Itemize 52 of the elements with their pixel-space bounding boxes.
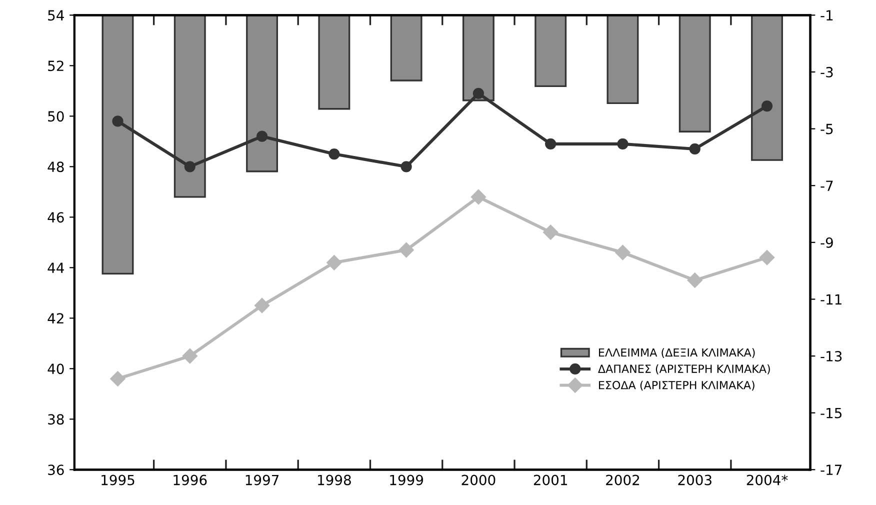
x-tick-label: 2000 [462, 474, 496, 486]
point [759, 250, 775, 266]
y-tick-label: 48 [48, 162, 64, 172]
point [398, 242, 414, 258]
x-tick-label: 2001 [534, 474, 567, 486]
point [687, 272, 702, 288]
point [545, 138, 556, 150]
legend-label: ΕΛΛΕΙΜΜΑ (ΔΕΞΙΑ ΚΛΙΜΑΚΑ) [599, 348, 755, 358]
x-tick-label: 1998 [318, 474, 351, 486]
point [256, 130, 268, 142]
y-tick-label: 38 [48, 414, 64, 425]
point [689, 143, 700, 155]
point [615, 244, 630, 260]
point [184, 161, 196, 172]
x-tick-label: 1999 [390, 474, 424, 486]
y-tick-label: 50 [48, 111, 64, 122]
y2-tick-label: -17 [820, 464, 842, 475]
point [400, 161, 412, 172]
point [761, 100, 773, 112]
x-tick-label: 2004* [746, 474, 788, 486]
y-tick-label: 54 [48, 10, 64, 21]
point [328, 148, 340, 160]
point [110, 371, 126, 386]
y-tick-label: 40 [48, 364, 64, 374]
x-tick-label: 2003 [678, 474, 712, 486]
point [472, 88, 484, 99]
y2-tick-label: -13 [820, 350, 842, 362]
y2-tick-label: -1 [820, 10, 833, 20]
x-tick-label: 1997 [246, 474, 279, 486]
point [182, 348, 198, 364]
y2-tick-label: -3 [820, 66, 833, 78]
y2-tick-label: -11 [820, 294, 842, 304]
y-tick-label: 52 [48, 60, 64, 72]
legend-label: ΔΑΠΑΝΕΣ (ΑΡΙΣΤΕΡΗ ΚΛΙΜΑΚΑ) [598, 364, 770, 374]
y-tick-label: 42 [48, 313, 64, 324]
point [326, 255, 342, 270]
y-tick-label: 46 [48, 212, 64, 223]
y2-tick-label: -5 [820, 124, 833, 134]
y-tick-label: 36 [48, 464, 64, 476]
x-tick-label: 1995 [102, 474, 134, 486]
point [543, 224, 558, 240]
y2-tick-label: -7 [820, 180, 833, 191]
x-tick-label: 1996 [174, 474, 207, 486]
y-tick-label: 44 [48, 262, 64, 273]
point [112, 116, 124, 127]
x-tick-label: 2002 [606, 474, 640, 486]
y2-tick-label: -15 [820, 408, 842, 418]
legend-label: ΕΣΟΔΑ (ΑΡΙΣΤΕΡΗ ΚΛΙΜΑΚΑ) [599, 380, 754, 391]
point [254, 298, 270, 314]
point [617, 138, 628, 150]
y2-tick-label: -9 [820, 237, 833, 248]
point [470, 189, 486, 205]
